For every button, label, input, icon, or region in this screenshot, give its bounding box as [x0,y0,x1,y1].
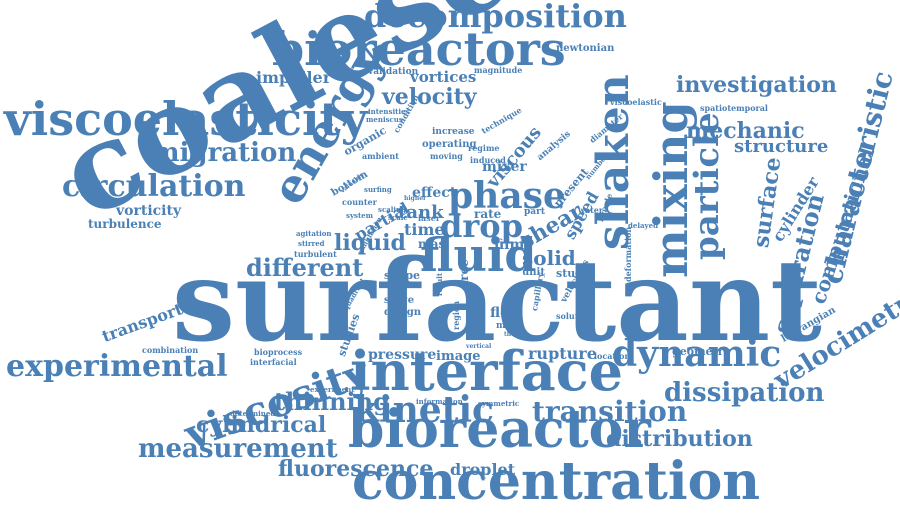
word-location: location [594,351,631,361]
word-tank: tank [398,202,444,223]
word-circulation: circulation [62,169,246,204]
word-stirred: stirred [298,239,325,248]
word-combination: combination [142,345,199,355]
word-dissipation: dissipation [664,378,825,408]
word-measurement: measurement [138,434,338,464]
word-cylindrical: cylindrical [196,412,327,438]
word-unit: unit [522,267,545,278]
word-different: different [246,253,364,282]
word-mechanic: mechanic [686,118,805,144]
word-rate: rate [474,207,502,221]
word-validation: validation [368,67,419,77]
word-deformation: deformation [623,226,633,282]
word-pressure: pressure [368,347,437,363]
word-solution: solution [556,311,593,321]
word-experimental: experimental [6,349,228,384]
word-migration: migration [152,138,297,168]
word-scale: scale [388,213,408,222]
word-symmetric: symmetric [478,399,520,408]
word-delayed: delayed [628,221,658,230]
word-investigation: investigation [676,72,837,98]
word-study: study [556,267,590,280]
word-time: time [404,220,445,239]
word-bioprocess: bioprocess [254,347,303,357]
word-result: result [435,272,444,296]
word-water: water [578,205,604,215]
word-stage: stage [384,295,415,306]
word-intensities: intensities [368,107,410,116]
word-system: system [346,211,374,220]
word-droplet: droplet [450,460,516,479]
word-thinning: thinning [274,387,390,416]
word-meniscus: meniscus [366,115,403,124]
word-concentration: concentration [352,451,761,512]
word-interfacial: interfacial [250,357,297,367]
word-spatiotemporal: spatiotemporal [700,103,768,113]
word-mode: mode [496,321,524,331]
word-bioreactors: bioreactors [272,22,566,76]
word-free: free [457,259,471,286]
word-regime: regime [468,143,500,153]
word-thesis: thesis [504,331,524,338]
word-agitation: agitation [296,229,332,238]
word-solid: solid [522,246,576,270]
word-surfactant: surfactant [172,236,822,367]
word-experiment: experiment [310,385,355,394]
word-distribution: distribution [606,426,753,452]
word-information: information [416,397,463,406]
word-viscoelastic: viscoelastic [610,97,662,107]
word-fluid: fluid [420,228,537,282]
word-kinetic: kinetic [354,389,494,431]
word-higher: higher [404,195,427,202]
word-decomposition: decomposition [364,0,627,35]
word-newtonian: newtonian [556,43,615,54]
word-shape: shape [384,269,421,282]
word-transition: transition [532,395,688,428]
word-design: design [384,307,422,318]
word-interface: interface [350,339,623,403]
word-turbulence: turbulence [88,217,162,231]
word-increase: increase [432,127,475,137]
word-geometry: geometry [672,345,730,358]
word-magnitude: magnitude [474,65,523,75]
word-mixer: mixer [482,159,527,175]
word-viscoelasticity: viscoelasticity [4,92,368,146]
word-vortices: vortices [410,68,477,86]
word-moving: moving [430,151,463,161]
word-velocity: velocity [382,84,477,110]
word-vertical: vertical [466,343,492,350]
word-effect: effect [412,185,457,201]
word-counter: counter [342,197,377,207]
word-flow: flow [490,305,522,321]
word-mas: mas [418,237,446,251]
word-part: part [524,207,546,217]
word-operating: operating [422,139,477,150]
word-drop: drop [440,207,523,245]
word-film: film [494,237,525,253]
word-determined: determined [230,409,276,418]
word-impeller: impeller [256,68,332,87]
word-surfing: surfing [364,185,392,194]
word-region: region [451,300,461,330]
word-fluorescence: fluorescence [278,456,434,482]
word-turbulent: turbulent [294,249,337,259]
word-image: image [436,349,481,364]
word-technique: technique [479,104,524,136]
word-laser: laser [418,213,441,223]
word-dynamic: dynamic [612,333,782,375]
word-rupture: rupture [528,344,597,363]
word-ambient: ambient [362,151,399,161]
word-liquid: liquid [334,230,406,256]
word-vorticity: vorticity [116,203,182,219]
word-induced: induced [470,155,506,165]
word-scaling: scaling [378,205,407,214]
word-bioreactor: bioreactor [348,399,651,460]
word-phase: phase [448,175,566,217]
word-structure: structure [734,136,829,157]
